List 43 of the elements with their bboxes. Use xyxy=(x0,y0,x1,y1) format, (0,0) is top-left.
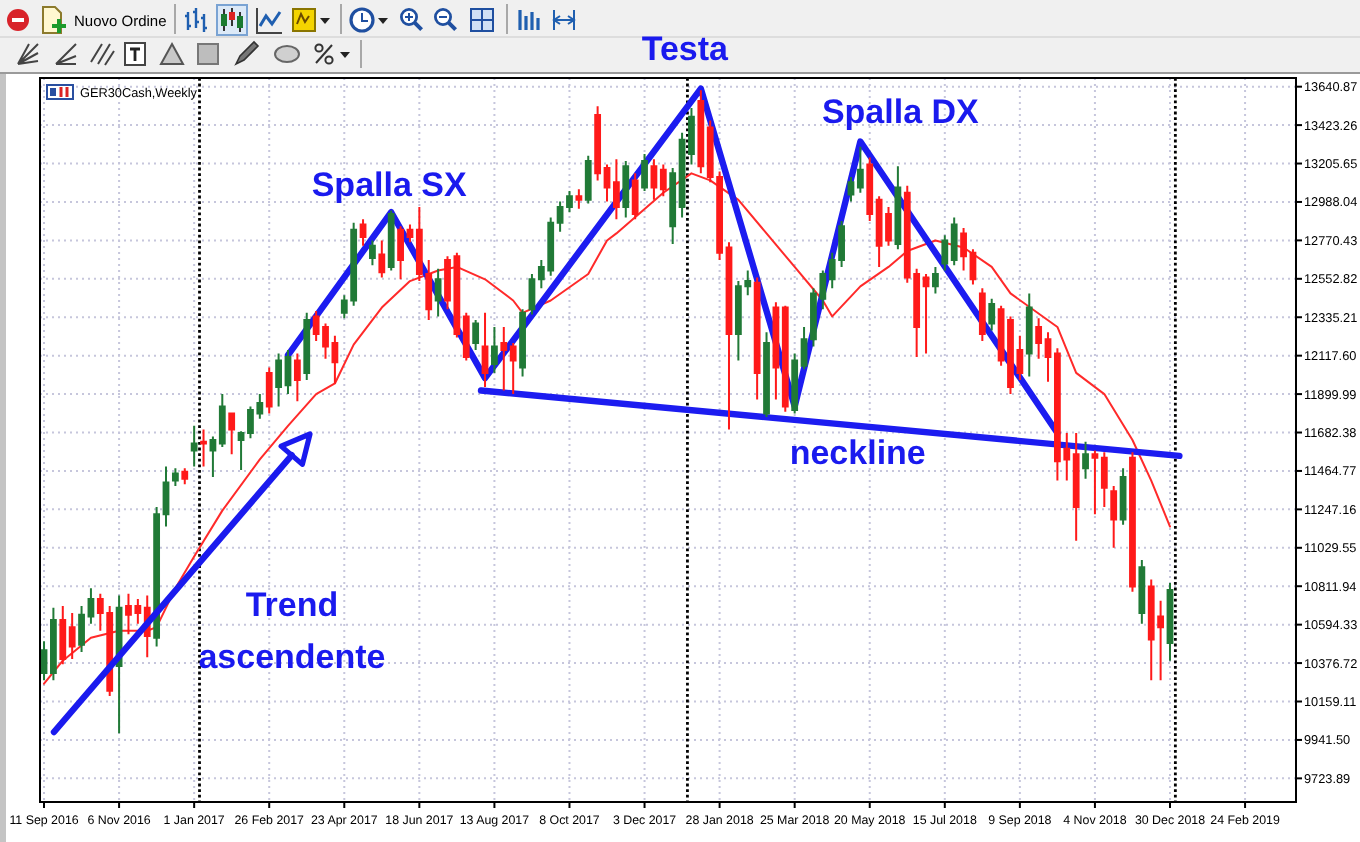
candlestick xyxy=(293,352,301,403)
candlestick xyxy=(641,152,648,193)
candlestick xyxy=(190,424,198,468)
candlestick xyxy=(753,276,761,401)
candlestick xyxy=(781,304,789,413)
candlestick xyxy=(434,267,442,318)
candlestick xyxy=(1025,292,1033,378)
candlestick xyxy=(303,311,311,381)
candlestick xyxy=(1082,440,1089,480)
annotation: Testa xyxy=(641,30,730,69)
candlestick xyxy=(378,239,386,279)
candlestick xyxy=(978,287,986,343)
candlestick xyxy=(228,412,236,456)
candlestick xyxy=(584,154,592,205)
candlestick xyxy=(932,265,939,295)
candlestick xyxy=(1129,451,1136,593)
candlestick xyxy=(481,311,489,389)
annotation: Trend ascendente xyxy=(198,585,386,676)
annotation: Spalla SX xyxy=(311,166,468,205)
candlestick xyxy=(1100,451,1108,509)
candlestick xyxy=(988,297,996,332)
candlestick xyxy=(659,163,667,198)
candlestick xyxy=(472,318,480,351)
candlestick xyxy=(622,160,630,219)
candlestick xyxy=(894,165,902,251)
candlestick xyxy=(181,467,189,486)
candlestick xyxy=(1138,559,1146,625)
annotation: Spalla DX xyxy=(821,93,981,132)
candlestick xyxy=(1110,484,1118,549)
candlestick xyxy=(856,145,864,194)
line-series xyxy=(43,172,1171,685)
annotation: neckline xyxy=(789,433,926,472)
candlestick xyxy=(369,239,376,267)
candlestick xyxy=(612,158,620,221)
candlestick xyxy=(631,172,639,221)
candlestick xyxy=(265,366,273,415)
candlestick xyxy=(359,218,367,247)
candlestick xyxy=(200,428,207,468)
candlestick xyxy=(519,308,526,378)
candlestick xyxy=(763,331,770,419)
candlestick xyxy=(575,188,583,210)
candlestick xyxy=(387,209,395,272)
candlestick xyxy=(491,325,498,374)
